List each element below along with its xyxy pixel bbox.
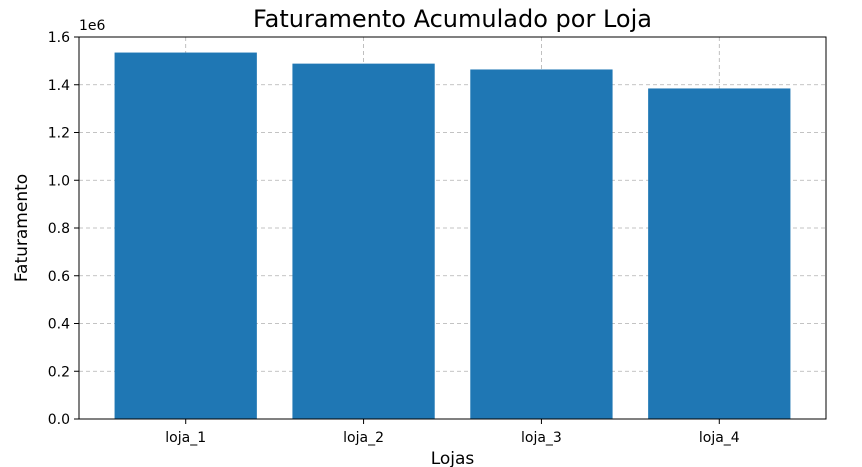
bar-loja_4 bbox=[648, 88, 791, 419]
x-tick-label: loja_4 bbox=[699, 430, 740, 446]
bar-loja_2 bbox=[292, 63, 435, 420]
ticks: 0.0 0.2 0.4 0.6 0.8 1.0 1.2 1.4 1.6 loja_1 loja_2 l… bbox=[48, 30, 740, 446]
y-tick-label: 1.6 bbox=[48, 30, 70, 46]
y-tick-label: 0.0 bbox=[48, 412, 70, 428]
bar-loja_3 bbox=[470, 69, 613, 420]
y-tick-label: 1.2 bbox=[48, 126, 70, 142]
y-tick-label: 0.2 bbox=[48, 364, 70, 380]
y-axis-offset-label: 1e6 bbox=[79, 18, 106, 34]
chart-title: Faturamento Acumulado por Loja bbox=[253, 5, 652, 33]
y-tick-label: 1.0 bbox=[48, 173, 70, 189]
y-tick-label: 0.6 bbox=[48, 269, 70, 285]
y-tick-label: 0.8 bbox=[48, 221, 70, 237]
y-tick-label: 1.4 bbox=[48, 78, 70, 94]
x-tick-label: loja_2 bbox=[343, 430, 384, 446]
plot-frame bbox=[78, 36, 827, 420]
x-axis-label: Lojas bbox=[431, 449, 475, 467]
bars bbox=[114, 52, 791, 420]
y-tick-label: 0.4 bbox=[48, 317, 70, 333]
bar-loja_1 bbox=[114, 52, 257, 419]
x-tick-label: loja_1 bbox=[165, 430, 206, 446]
y-axis-label: Faturamento bbox=[12, 174, 32, 282]
x-tick-label: loja_3 bbox=[521, 430, 562, 446]
